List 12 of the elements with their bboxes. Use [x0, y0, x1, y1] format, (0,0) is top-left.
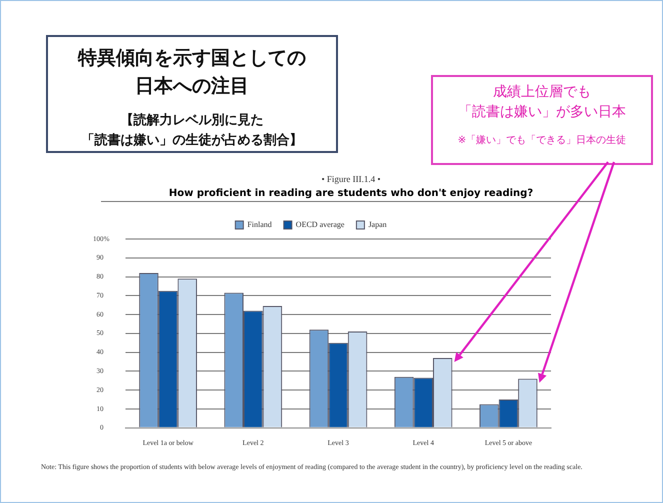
chart-subtitle: • Figure III.1.4 • [320, 174, 382, 184]
legend-label: Japan [368, 220, 387, 230]
text: 日本への注目 [134, 74, 250, 99]
legend-label: OECD average [296, 220, 345, 230]
text: 【読解力レベル別に見た [120, 112, 264, 129]
legend-label: Finland [247, 220, 272, 230]
text: 特異傾向を示す国としての [76, 46, 307, 71]
text: ※「嫌い」でも「できる」日本の生徒 [456, 134, 628, 147]
chart-title: How proficient in reading are students who don't enjoy reading? [101, 188, 601, 202]
text: 「読書は嫌い」の生徒が占める割合】 [80, 132, 304, 149]
text: 成績上位層でも [492, 83, 592, 101]
text: 「読書は嫌い」が多い日本 [457, 103, 627, 121]
